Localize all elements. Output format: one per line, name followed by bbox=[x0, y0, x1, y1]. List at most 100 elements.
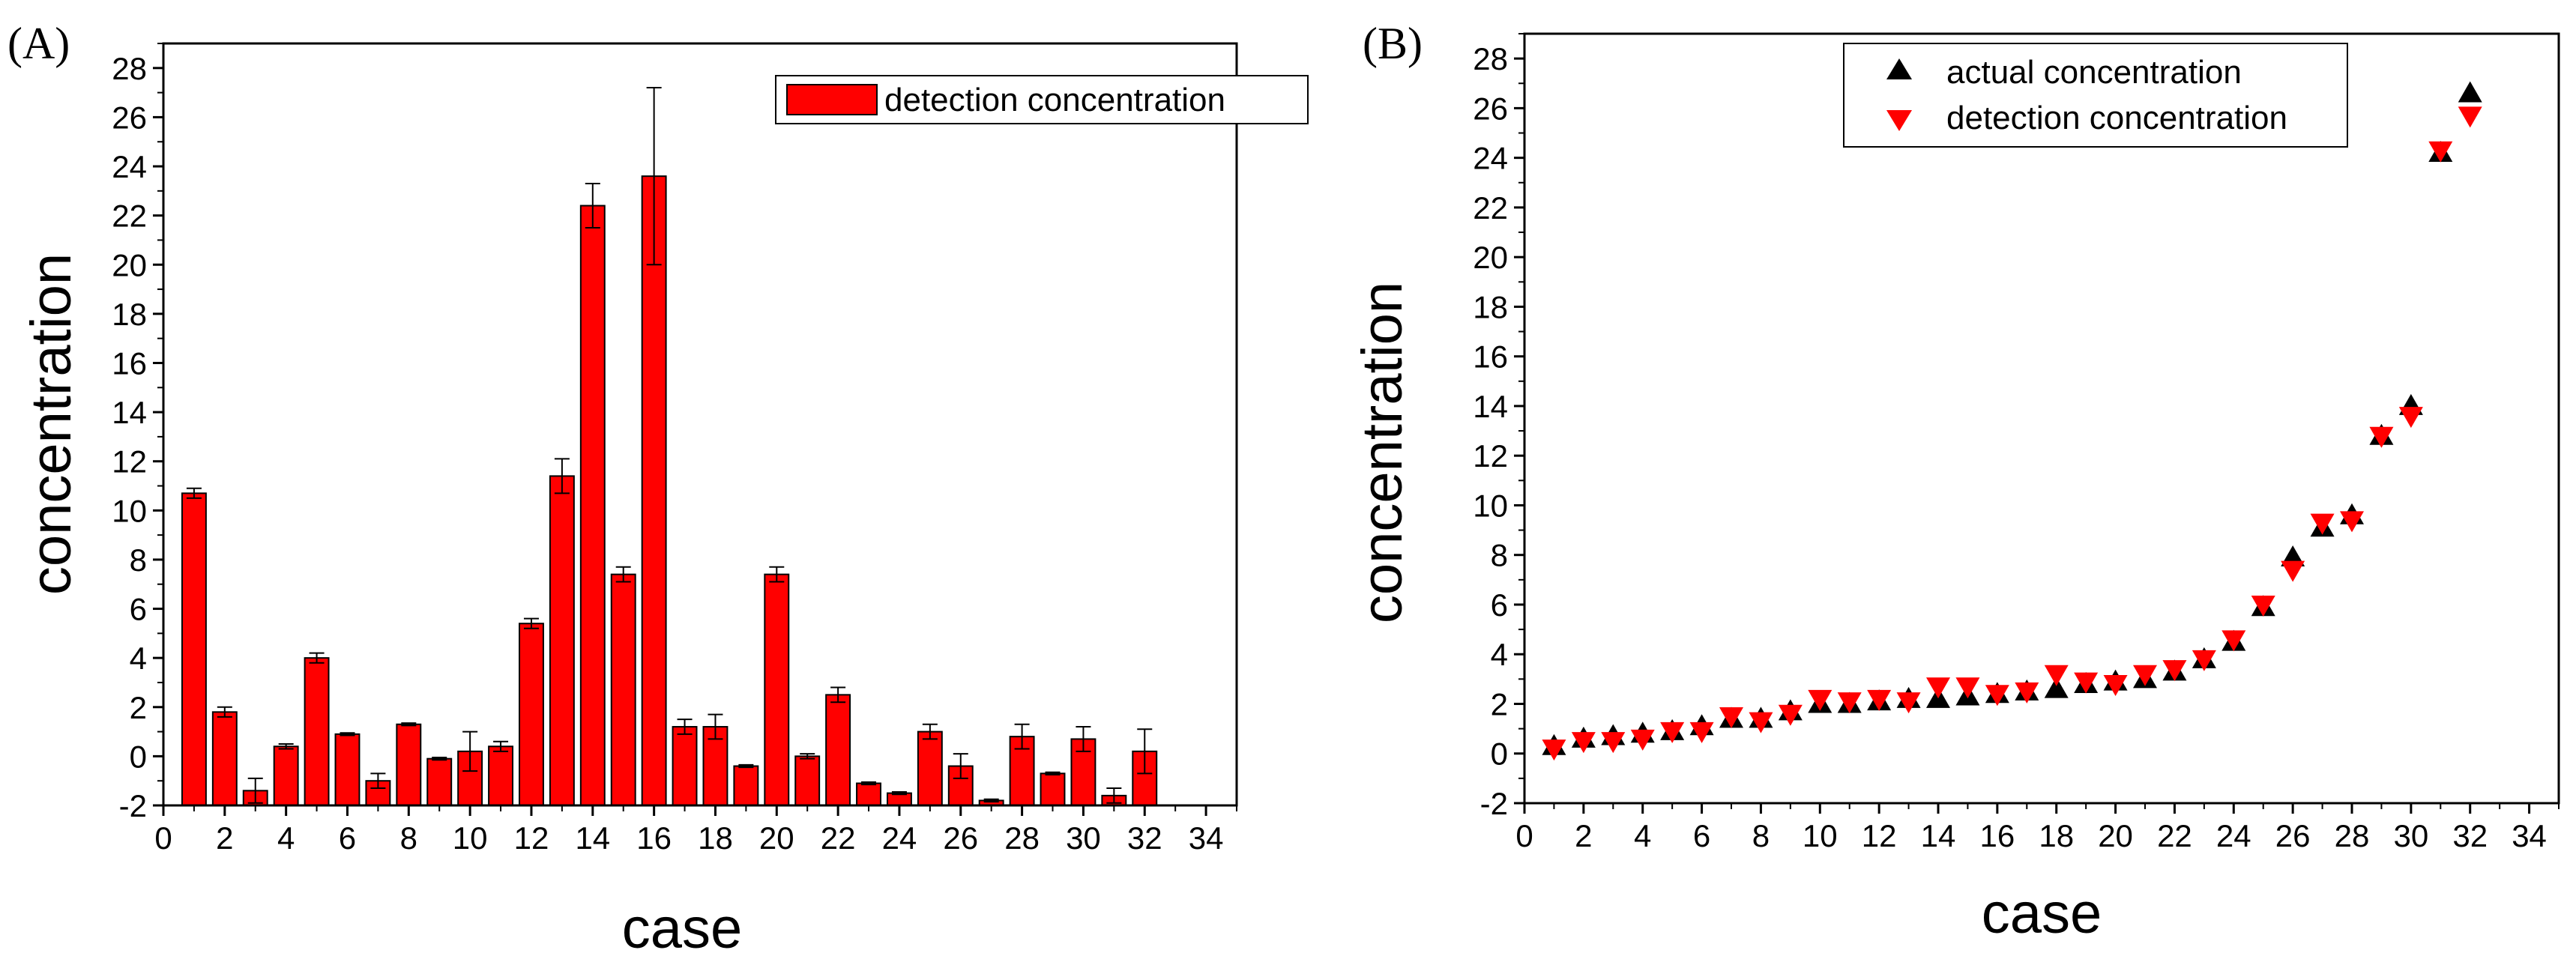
x-tick-label: 4 bbox=[277, 820, 295, 856]
y-tick-label: 26 bbox=[112, 100, 147, 135]
bar bbox=[304, 657, 330, 807]
x-tick-label: 2 bbox=[216, 820, 233, 856]
detection-point bbox=[2133, 665, 2157, 686]
detection-point bbox=[1689, 722, 1714, 743]
bar bbox=[856, 782, 881, 807]
x-tick-label: 34 bbox=[1189, 820, 1224, 856]
bar bbox=[764, 573, 790, 807]
bar bbox=[549, 475, 575, 806]
y-tick-label: 14 bbox=[112, 395, 147, 430]
x-tick-label: 12 bbox=[514, 820, 549, 856]
x-tick-label: 16 bbox=[1979, 818, 2015, 853]
markers-group bbox=[1542, 81, 2482, 761]
detection-point bbox=[2074, 672, 2099, 694]
x-tick-label: 6 bbox=[339, 820, 356, 856]
x-tick-label: 0 bbox=[154, 820, 172, 856]
legend-swatch-detection bbox=[786, 84, 878, 115]
bar bbox=[733, 765, 759, 807]
x-ticks-a: 0 2 4 6 8 10 12 14 16 18 20 22 24 26 28 30 32 34 bbox=[154, 805, 1237, 856]
actual-point bbox=[2458, 81, 2482, 103]
detection-point bbox=[1926, 677, 1950, 699]
x-tick-label: 14 bbox=[575, 820, 610, 856]
panel-b-scatter-chart: (B) 0 2 4 6 8 10 12 14 16 18 20 22 24 26 28 30 32 34 -202… bbox=[1351, 19, 2560, 946]
detection-point bbox=[1985, 685, 2009, 707]
panel-a-bar-chart: (A) 0 2 4 6 8 10 12 14 16 18 20 22 24 26 28 30 32 34 -202… bbox=[7, 19, 1309, 961]
bar bbox=[488, 745, 514, 807]
x-tick-label: 2 bbox=[1575, 818, 1592, 853]
legend-label-detection-b: detection concentration bbox=[1946, 100, 2287, 136]
bar bbox=[181, 492, 207, 807]
detection-point bbox=[1778, 704, 1803, 726]
plot-frame-a bbox=[162, 42, 1238, 807]
bar bbox=[641, 175, 667, 806]
error-bars-group bbox=[186, 87, 1153, 804]
detection-point bbox=[1955, 677, 1980, 699]
x-tick-label: 14 bbox=[1921, 818, 1956, 853]
x-axis-title-a: case bbox=[622, 897, 743, 961]
y-tick-label: 8 bbox=[1491, 538, 1508, 573]
bar bbox=[426, 757, 453, 806]
y-tick-label: 4 bbox=[1491, 637, 1508, 672]
y-tick-label: 20 bbox=[1473, 240, 1508, 275]
bar bbox=[396, 723, 422, 806]
bar bbox=[825, 694, 851, 806]
y-tick-label: 12 bbox=[112, 444, 147, 480]
bar bbox=[334, 733, 361, 806]
detection-point bbox=[1571, 732, 1596, 754]
detection-point bbox=[2458, 106, 2482, 128]
legend-marker-detection bbox=[1886, 110, 1912, 131]
detection-point bbox=[2340, 511, 2364, 533]
detection-point bbox=[1601, 732, 1626, 754]
legend-label-detection-a: detection concentration bbox=[884, 82, 1225, 118]
detection-point bbox=[1808, 689, 1833, 711]
panel-label-b: (B) bbox=[1363, 19, 1423, 68]
y-tick-label: -2 bbox=[1480, 786, 1508, 821]
y-tick-label: 18 bbox=[112, 297, 147, 332]
y-tick-label: 24 bbox=[112, 149, 147, 184]
y-tick-label: 6 bbox=[1491, 587, 1508, 623]
x-tick-label: 16 bbox=[636, 820, 672, 856]
x-tick-label: 10 bbox=[1803, 818, 1838, 853]
x-tick-label: 30 bbox=[1066, 820, 1101, 856]
y-tick-label: 10 bbox=[112, 493, 147, 528]
x-tick-label: 4 bbox=[1634, 818, 1651, 853]
x-tick-label: 18 bbox=[2039, 818, 2074, 853]
detection-point bbox=[2281, 560, 2305, 582]
actual-point bbox=[2044, 677, 2069, 698]
detection-point bbox=[2369, 426, 2394, 448]
bar bbox=[211, 711, 238, 807]
y-tick-label: 22 bbox=[1473, 190, 1508, 226]
y-tick-label: 14 bbox=[1473, 389, 1508, 424]
plot-frame-b bbox=[1523, 32, 2560, 805]
y-tick-label: 18 bbox=[1473, 289, 1508, 324]
y-axis-title-b: concentration bbox=[1351, 282, 1414, 623]
x-axis-title-b: case bbox=[1982, 882, 2102, 946]
detection-point bbox=[2103, 674, 2128, 696]
legend-b: actual concentration detection concentra… bbox=[1843, 43, 2348, 148]
x-tick-label: 28 bbox=[1004, 820, 1040, 856]
y-tick-label: 26 bbox=[1473, 91, 1508, 126]
x-tick-label: 32 bbox=[2452, 818, 2488, 853]
x-tick-label: 24 bbox=[2216, 818, 2251, 853]
detection-point bbox=[1542, 739, 1566, 761]
y-tick-label: 8 bbox=[130, 542, 147, 578]
y-tick-label: 4 bbox=[130, 641, 147, 676]
bar bbox=[273, 745, 299, 807]
detection-point bbox=[1896, 692, 1921, 714]
y-tick-label: 0 bbox=[1491, 736, 1508, 772]
bar bbox=[702, 726, 729, 806]
y-tick-label: 6 bbox=[130, 592, 147, 627]
x-tick-label: 30 bbox=[2393, 818, 2428, 853]
x-tick-label: 22 bbox=[821, 820, 856, 856]
x-tick-label: 26 bbox=[943, 820, 978, 856]
legend-box-b bbox=[1843, 43, 2348, 148]
x-tick-label: 20 bbox=[759, 820, 794, 856]
panel-label-a: (A) bbox=[7, 19, 70, 68]
detection-point bbox=[1837, 692, 1862, 714]
detection-point bbox=[2162, 660, 2187, 682]
detection-point bbox=[2251, 595, 2275, 617]
y-tick-label: 28 bbox=[112, 51, 147, 86]
x-tick-label: 18 bbox=[698, 820, 733, 856]
y-tick-label: 2 bbox=[130, 690, 147, 725]
